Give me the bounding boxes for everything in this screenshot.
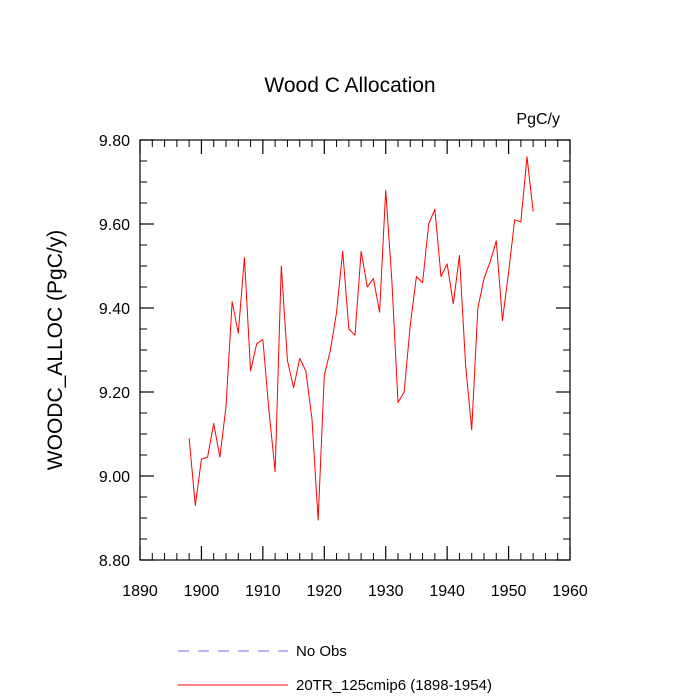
y-tick-label: 9.80 bbox=[99, 133, 130, 150]
chart-title: Wood C Allocation bbox=[264, 74, 435, 97]
y-tick-label: 9.40 bbox=[99, 301, 130, 318]
plot-frame bbox=[139, 139, 571, 561]
units-label: PgC/y bbox=[516, 111, 560, 128]
series-group bbox=[188, 156, 534, 521]
x-tick-label: 1950 bbox=[491, 583, 527, 600]
x-tick-label: 1890 bbox=[122, 583, 158, 600]
y-tick-label: 9.00 bbox=[99, 469, 130, 486]
series-line-20tr-125cmip6 bbox=[188, 156, 534, 521]
x-tick-label: 1930 bbox=[368, 583, 404, 600]
x-tick-label: 1940 bbox=[429, 583, 465, 600]
legend-label-no-obs: No Obs bbox=[296, 643, 347, 660]
x-tick-label: 1910 bbox=[245, 583, 281, 600]
y-tick-label: 9.60 bbox=[99, 217, 130, 234]
legend: No Obs 20TR_125cmip6 (1898-1954) bbox=[178, 643, 492, 694]
y-tick-label: 8.80 bbox=[99, 553, 130, 570]
x-tick-label: 1920 bbox=[306, 583, 342, 600]
x-tick-labels: 1890 1900 1910 1920 1930 1940 1950 1960 bbox=[122, 583, 588, 600]
axis-ticks bbox=[139, 139, 571, 561]
x-tick-label: 1960 bbox=[552, 583, 588, 600]
y-tick-labels: 8.80 9.00 9.20 9.40 9.60 9.80 bbox=[99, 133, 130, 570]
x-tick-label: 1900 bbox=[184, 583, 220, 600]
y-axis-label: WOODC_ALLOC (PgC/y) bbox=[44, 230, 67, 470]
y-tick-label: 9.20 bbox=[99, 385, 130, 402]
legend-label-20tr: 20TR_125cmip6 (1898-1954) bbox=[296, 677, 492, 694]
